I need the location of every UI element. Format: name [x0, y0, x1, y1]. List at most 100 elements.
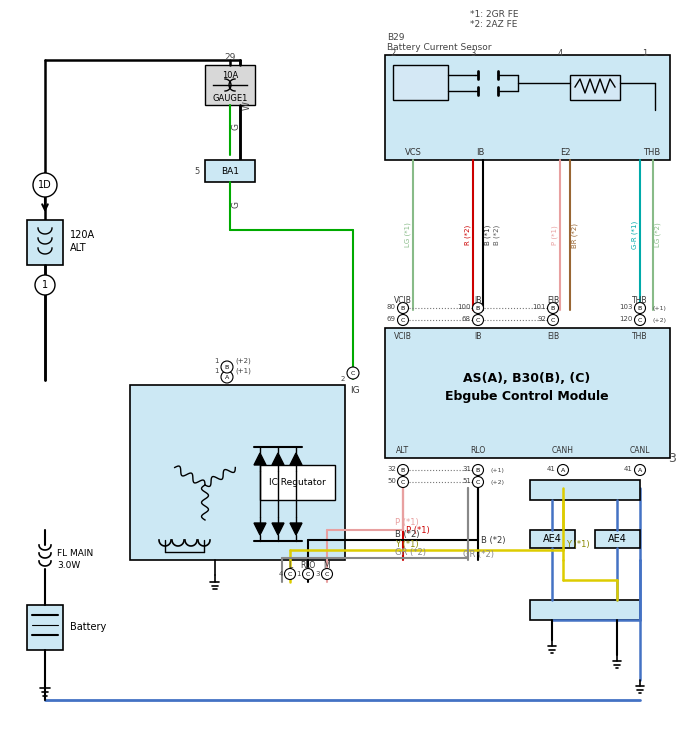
Text: R (*2): R (*2) — [464, 225, 471, 245]
Text: 51: 51 — [462, 478, 471, 484]
Text: (+2): (+2) — [491, 480, 505, 484]
Text: B: B — [225, 365, 229, 369]
Text: 29: 29 — [224, 52, 236, 61]
Text: BR (*2): BR (*2) — [572, 223, 578, 248]
Text: GR (*2): GR (*2) — [395, 548, 426, 557]
Bar — [130, 385, 345, 560]
Text: 120A: 120A — [70, 230, 95, 240]
Text: 41: 41 — [624, 466, 633, 472]
Circle shape — [547, 315, 558, 326]
Text: 3.0W: 3.0W — [57, 561, 80, 570]
Text: G-R (*1): G-R (*1) — [632, 221, 638, 249]
Bar — [530, 600, 640, 620]
Text: 100: 100 — [458, 304, 471, 310]
Text: 5: 5 — [195, 167, 200, 175]
Circle shape — [634, 315, 645, 326]
Text: 2: 2 — [340, 376, 345, 382]
Circle shape — [634, 464, 645, 475]
Text: 4: 4 — [558, 49, 562, 57]
Text: (+1): (+1) — [491, 467, 505, 472]
Text: B (*2): B (*2) — [494, 225, 500, 245]
Text: P (*1): P (*1) — [395, 517, 419, 526]
Bar — [530, 530, 575, 548]
Text: B: B — [638, 306, 642, 310]
Circle shape — [558, 464, 569, 475]
Text: B: B — [401, 467, 405, 472]
Text: C: C — [476, 480, 480, 484]
Text: (+1): (+1) — [235, 368, 251, 374]
Circle shape — [33, 173, 57, 197]
Polygon shape — [254, 453, 266, 465]
Text: CANH: CANH — [552, 445, 574, 455]
Text: IB: IB — [474, 296, 482, 304]
Circle shape — [347, 367, 359, 379]
Text: P (*1): P (*1) — [551, 225, 558, 245]
Circle shape — [397, 315, 408, 326]
Text: 32: 32 — [387, 466, 396, 472]
Text: Battery: Battery — [70, 622, 106, 632]
Circle shape — [473, 302, 484, 313]
Text: C: C — [306, 571, 310, 576]
Text: 68: 68 — [462, 316, 471, 322]
Text: (+2): (+2) — [653, 318, 667, 323]
Text: 10A: 10A — [222, 71, 238, 80]
Bar — [393, 65, 448, 100]
Text: 1D: 1D — [38, 180, 52, 190]
Text: G: G — [232, 123, 240, 130]
Text: (+2): (+2) — [235, 357, 251, 364]
Text: G: G — [232, 201, 240, 208]
Bar — [205, 65, 255, 105]
Circle shape — [221, 361, 233, 373]
Circle shape — [303, 568, 314, 579]
Text: 1: 1 — [214, 368, 219, 374]
Text: A: A — [225, 374, 229, 380]
Text: B: B — [401, 306, 405, 310]
Text: BA1: BA1 — [221, 167, 239, 175]
Text: EIB: EIB — [547, 296, 559, 304]
Text: THB: THB — [632, 296, 648, 304]
Text: C: C — [551, 318, 555, 323]
Text: A: A — [638, 467, 642, 472]
Text: 4: 4 — [279, 571, 283, 577]
Polygon shape — [272, 453, 284, 465]
Text: B: B — [476, 306, 480, 310]
Text: M: M — [324, 561, 330, 570]
Text: B (*2): B (*2) — [395, 529, 419, 539]
Text: IB: IB — [474, 332, 482, 340]
Text: 3: 3 — [668, 452, 676, 464]
Circle shape — [397, 464, 408, 475]
Text: Battery Current Sensor: Battery Current Sensor — [387, 43, 492, 52]
Text: *2: 2AZ FE: *2: 2AZ FE — [470, 19, 517, 29]
Text: C: C — [351, 371, 356, 375]
Text: 41: 41 — [547, 466, 556, 472]
Bar — [260, 465, 335, 500]
Text: ALT: ALT — [397, 445, 410, 455]
Text: B (*2): B (*2) — [481, 536, 506, 545]
Bar — [27, 605, 63, 650]
Text: 1: 1 — [297, 571, 301, 577]
Text: L: L — [288, 561, 292, 570]
Text: VCIB: VCIB — [394, 296, 412, 304]
Text: C: C — [325, 571, 329, 576]
Text: 50: 50 — [387, 478, 396, 484]
Text: *1: 2GR FE: *1: 2GR FE — [470, 10, 519, 18]
Text: 92: 92 — [537, 316, 546, 322]
Bar — [595, 530, 640, 548]
Circle shape — [284, 568, 295, 579]
Text: 1: 1 — [643, 49, 647, 57]
Bar — [385, 328, 670, 458]
Text: C: C — [476, 318, 480, 323]
Text: (+1): (+1) — [653, 306, 667, 310]
Text: IC Regutator: IC Regutator — [269, 478, 325, 486]
Text: B: B — [476, 467, 480, 472]
Circle shape — [35, 275, 55, 295]
Text: P (*1): P (*1) — [406, 525, 429, 534]
Polygon shape — [290, 453, 302, 465]
Circle shape — [473, 477, 484, 487]
Text: AE4: AE4 — [608, 534, 627, 544]
Circle shape — [473, 464, 484, 475]
Text: A: A — [561, 467, 565, 472]
Bar — [385, 55, 670, 160]
Text: RLO: RLO — [301, 561, 316, 570]
Text: C: C — [638, 318, 642, 323]
